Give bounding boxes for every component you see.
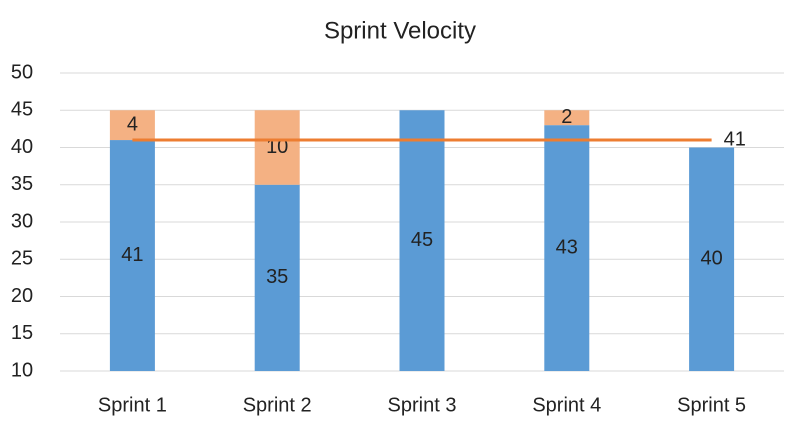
bar-segment xyxy=(109,110,155,141)
x-tick-label: Sprint 1 xyxy=(98,394,167,416)
data-label: 43 xyxy=(556,236,578,258)
bar-segment xyxy=(254,184,300,371)
y-tick-label: 30 xyxy=(11,210,33,232)
y-tick-label: 35 xyxy=(11,173,33,195)
bar-segment xyxy=(544,125,590,372)
y-tick-label: 50 xyxy=(11,61,33,83)
bar-segment xyxy=(689,147,735,371)
y-tick-label: 15 xyxy=(11,322,33,344)
data-label: 2 xyxy=(561,106,572,128)
data-label: 41 xyxy=(121,244,143,266)
bar-segment xyxy=(544,110,590,126)
y-tick-label: 20 xyxy=(11,285,33,307)
data-label: 4 xyxy=(127,113,138,135)
y-tick-label: 40 xyxy=(11,136,33,158)
y-tick-label: 25 xyxy=(11,248,33,270)
x-tick-label: Sprint 2 xyxy=(243,394,312,416)
data-label: 40 xyxy=(700,248,722,270)
x-tick-label: Sprint 5 xyxy=(677,394,746,416)
chart-title: Sprint Velocity xyxy=(324,17,476,44)
x-tick-label: Sprint 4 xyxy=(532,394,601,416)
bar-segment xyxy=(109,140,155,371)
x-tick-label: Sprint 3 xyxy=(388,394,457,416)
y-tick-label: 45 xyxy=(11,99,33,121)
data-label: 41 xyxy=(724,128,746,150)
y-tick-label: 10 xyxy=(11,359,33,381)
data-label: 45 xyxy=(411,229,433,251)
data-label: 35 xyxy=(266,266,288,288)
bar-segment xyxy=(399,110,445,371)
bar-segment xyxy=(254,110,300,185)
